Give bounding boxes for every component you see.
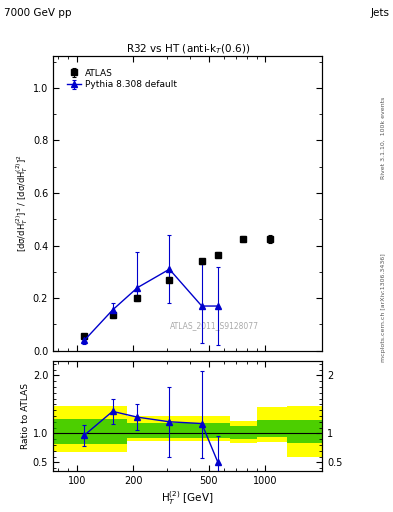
Text: Rivet 3.1.10,  100k events: Rivet 3.1.10, 100k events <box>381 97 386 179</box>
Text: Jets: Jets <box>370 8 389 18</box>
X-axis label: H$_{T}^{(2)}$ [GeV]: H$_{T}^{(2)}$ [GeV] <box>162 488 214 506</box>
Title: R32 vs HT (anti-k$_{T}$(0.6)): R32 vs HT (anti-k$_{T}$(0.6)) <box>125 42 250 56</box>
Text: ATLAS_2011_S9128077: ATLAS_2011_S9128077 <box>170 321 259 330</box>
Y-axis label: [dσ/dH$_{T}^{(2)}$]$^{3}$ / [dσ/dH$_{T}^{(2)}$]$^{2}$: [dσ/dH$_{T}^{(2)}$]$^{3}$ / [dσ/dH$_{T}^… <box>15 155 30 252</box>
Text: 7000 GeV pp: 7000 GeV pp <box>4 8 72 18</box>
Legend: ATLAS, Pythia 8.308 default: ATLAS, Pythia 8.308 default <box>66 67 178 91</box>
Text: mcplots.cern.ch [arXiv:1306.3436]: mcplots.cern.ch [arXiv:1306.3436] <box>381 253 386 361</box>
Y-axis label: Ratio to ATLAS: Ratio to ATLAS <box>21 383 30 449</box>
